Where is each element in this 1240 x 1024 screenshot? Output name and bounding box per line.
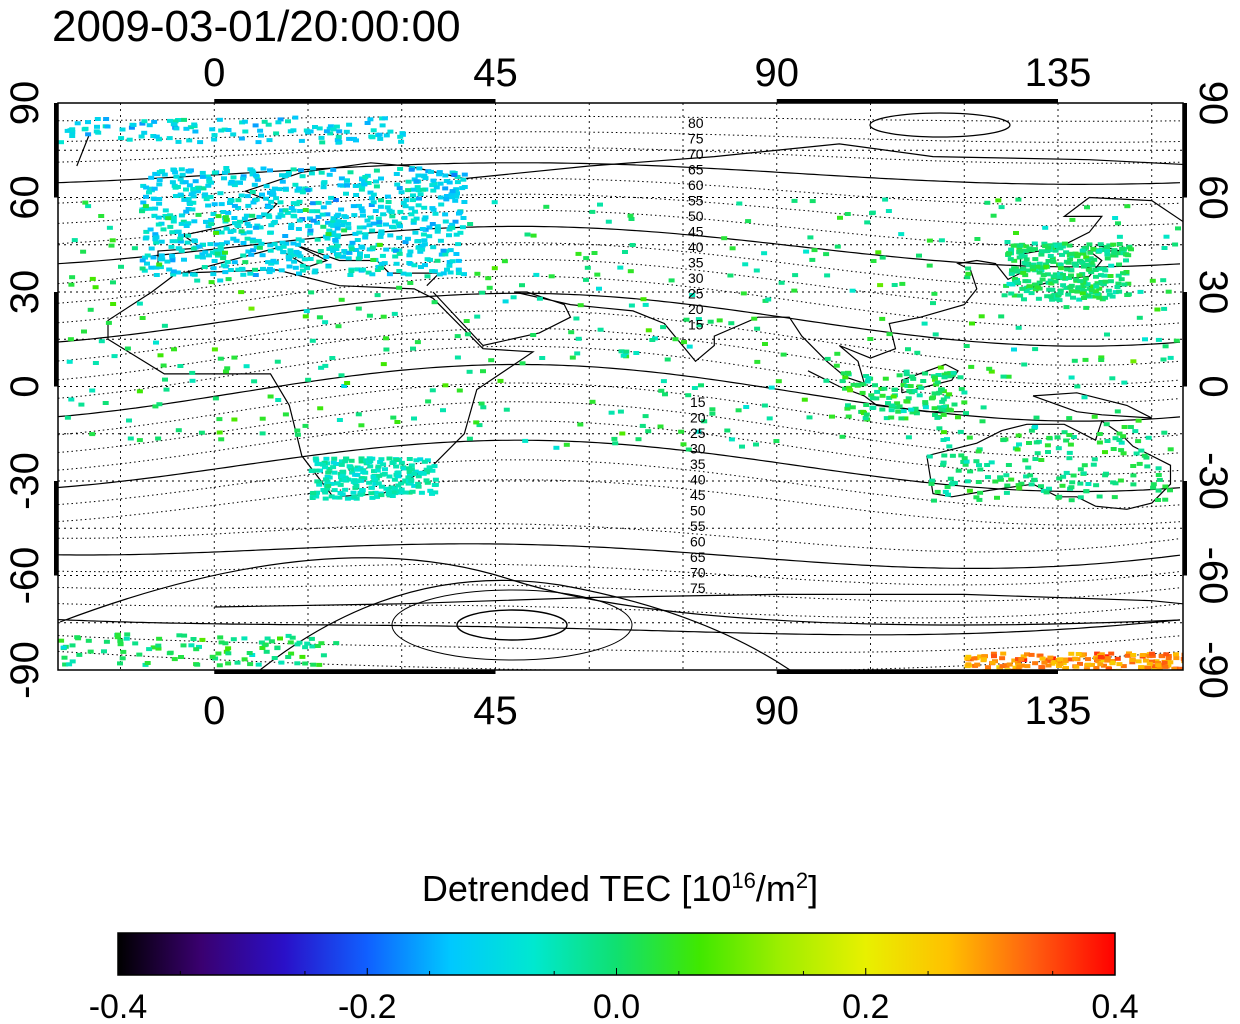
lat-tick-left: 0 (3, 375, 47, 397)
lat-tick-right: 0 (1191, 375, 1235, 397)
contour-label: 15 (690, 394, 706, 410)
contour-label: 25 (690, 425, 706, 441)
contour-label: 60 (690, 534, 706, 550)
axis-tick-labels: 04590135180-135-90-4504590135180-135-90-… (3, 51, 1235, 733)
lat-tick-right: 30 (1191, 270, 1235, 315)
contour-labels: 8075706560555045403530252015152025303540… (688, 115, 706, 596)
lat-tick-right: 60 (1191, 175, 1235, 220)
geomagnetic-contours (58, 112, 1181, 670)
contour-label: 35 (690, 456, 706, 472)
lat-tick-left: -90 (3, 641, 47, 699)
contour-label: 35 (688, 255, 704, 271)
contour-label: 30 (690, 441, 706, 457)
contour-label: 20 (688, 301, 704, 317)
contour-label: 75 (690, 580, 706, 596)
contour-label: 30 (688, 270, 704, 286)
contour-label: 15 (688, 317, 704, 333)
lat-tick-right: -30 (1191, 452, 1235, 510)
lat-tick-left: -60 (3, 547, 47, 605)
colorbar-title: Detrended TEC [1016/m2] (421, 868, 819, 909)
colorbar-tick-label: 0.0 (593, 988, 640, 1024)
contour-label: 50 (688, 208, 704, 224)
lon-tick-top: 45 (473, 51, 518, 95)
colorbar-tick-label: -0.4 (89, 988, 148, 1024)
lon-tick-bottom: 135 (1025, 689, 1092, 733)
colorbar-tick-label: 0.4 (1091, 988, 1138, 1024)
lon-tick-bottom: 0 (203, 689, 225, 733)
lat-tick-left: 60 (3, 175, 47, 220)
contour-label: 75 (688, 131, 704, 147)
contour-label: 55 (690, 518, 706, 534)
contour-label: 65 (690, 549, 706, 565)
tec-data-points (58, 115, 1183, 670)
contour-label: 70 (688, 146, 704, 162)
contour-label: 80 (688, 115, 704, 131)
lon-tick-top: 135 (1025, 51, 1092, 95)
lat-tick-left: 30 (3, 270, 47, 315)
lon-tick-bottom: 90 (755, 689, 800, 733)
colorbar-tick-label: -0.2 (338, 988, 397, 1024)
contour-label: 40 (690, 472, 706, 488)
contour-label: 20 (690, 410, 706, 426)
contour-label: 50 (690, 503, 706, 519)
lat-tick-left: -30 (3, 452, 47, 510)
timestamp-title: 2009-03-01/20:00:00 (52, 2, 461, 51)
frame-tick-bars (54, 99, 1187, 674)
contour-label: 65 (688, 162, 704, 178)
contour-label: 70 (690, 565, 706, 581)
contour-label: 60 (688, 177, 704, 193)
lon-tick-bottom: 45 (473, 689, 518, 733)
contour-label: 45 (688, 224, 704, 240)
lon-tick-top: 90 (755, 51, 800, 95)
lat-tick-right: -90 (1191, 641, 1235, 699)
contour-label: 45 (690, 487, 706, 503)
contour-label: 55 (688, 193, 704, 209)
lat-tick-left: 90 (3, 81, 47, 126)
lon-tick-top: 0 (203, 51, 225, 95)
contour-label: 40 (688, 239, 704, 255)
contour-label: 25 (688, 286, 704, 302)
colorbar-ticks: -0.4 -0.2 0.0 0.2 0.4 (89, 968, 1139, 1024)
lat-tick-right: 90 (1191, 81, 1235, 126)
lat-tick-right: -60 (1191, 547, 1235, 605)
map-grid (58, 103, 1183, 670)
colorbar-tick-label: 0.2 (842, 988, 889, 1024)
